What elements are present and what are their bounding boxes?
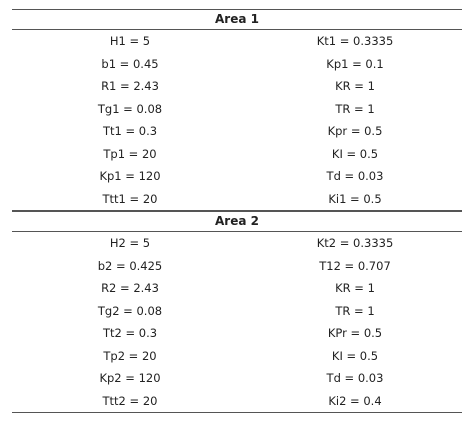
table-cell: Ttt1 = 20 <box>102 191 158 206</box>
table-row: Kp1 = 120 Td = 0.03 <box>12 165 462 188</box>
table-cell: H2 = 5 <box>109 236 151 250</box>
table-cell: KR = 1 <box>335 79 375 93</box>
table-cell: KI = 0.5 <box>331 348 379 363</box>
table-cell: Kt2 = 0.3335 <box>316 236 394 250</box>
table-cell: T12 = 0.707 <box>319 258 391 273</box>
table-row: b1 = 0.45 Kp1 = 0.1 <box>12 53 462 76</box>
table-cell: Tg2 = 0.08 <box>97 303 163 318</box>
table-cell: Kpr = 0.5 <box>327 124 383 138</box>
section-title: Area 2 <box>12 212 462 232</box>
table-cell: Ki1 = 0.5 <box>328 191 382 206</box>
table-cell: Tp1 = 20 <box>103 146 157 161</box>
table-cell: R2 = 2.43 <box>101 281 159 295</box>
table-cell: R1 = 2.43 <box>101 79 159 93</box>
table-row: Tg2 = 0.08 TR = 1 <box>12 300 462 323</box>
section-title: Area 1 <box>12 10 462 30</box>
table-row: Tp1 = 20 KI = 0.5 <box>12 143 462 166</box>
table-cell: b1 = 0.45 <box>101 56 159 71</box>
table-cell: Kp1 = 0.1 <box>326 56 384 71</box>
table-row: Tp2 = 20 KI = 0.5 <box>12 345 462 368</box>
table-cell: Kp2 = 120 <box>99 371 161 385</box>
parameter-table: Area 1 H1 = 5 Kt1 = 0.3335 b1 = 0.45 Kp1 = 0… <box>12 9 462 413</box>
table-cell: Ki2 = 0.4 <box>328 393 382 408</box>
table-row: b2 = 0.425 T12 = 0.707 <box>12 255 462 278</box>
table-row: Tt1 = 0.3 Kpr = 0.5 <box>12 120 462 143</box>
table-row: R1 = 2.43 KR = 1 <box>12 75 462 98</box>
table-section: Area 1 H1 = 5 Kt1 = 0.3335 b1 = 0.45 Kp1 = 0… <box>12 10 462 210</box>
table-cell: KR = 1 <box>335 281 375 295</box>
table-row: Kp2 = 120 Td = 0.03 <box>12 367 462 390</box>
table-cell: H1 = 5 <box>109 34 151 48</box>
table-cell: KI = 0.5 <box>331 146 379 161</box>
table-cell: Tt1 = 0.3 <box>102 124 158 138</box>
table-cell: Tg1 = 0.08 <box>97 101 163 116</box>
table-cell: Tt2 = 0.3 <box>102 326 158 340</box>
table-cell: Td = 0.03 <box>326 169 384 183</box>
table-row: H1 = 5 Kt1 = 0.3335 <box>12 30 462 53</box>
table-cell: Kp1 = 120 <box>99 169 161 183</box>
table-row: Tt2 = 0.3 KPr = 0.5 <box>12 322 462 345</box>
table-row: Ttt1 = 20 Ki1 = 0.5 <box>12 188 462 211</box>
table-cell: Kt1 = 0.3335 <box>316 34 394 48</box>
table-cell: Ttt2 = 20 <box>102 393 158 408</box>
table-cell: TR = 1 <box>335 101 375 116</box>
table-cell: Tp2 = 20 <box>103 348 157 363</box>
table-cell: TR = 1 <box>335 303 375 318</box>
table-row: H2 = 5 Kt2 = 0.3335 <box>12 232 462 255</box>
table-cell: KPr = 0.5 <box>327 326 383 340</box>
table-row: Tg1 = 0.08 TR = 1 <box>12 98 462 121</box>
table-cell: b2 = 0.425 <box>97 258 163 273</box>
table-row: R2 = 2.43 KR = 1 <box>12 277 462 300</box>
table-row: Ttt2 = 20 Ki2 = 0.4 <box>12 390 462 413</box>
table-cell: Td = 0.03 <box>326 371 384 385</box>
table-section: Area 2 H2 = 5 Kt2 = 0.3335 b2 = 0.425 T12 = … <box>12 210 462 412</box>
